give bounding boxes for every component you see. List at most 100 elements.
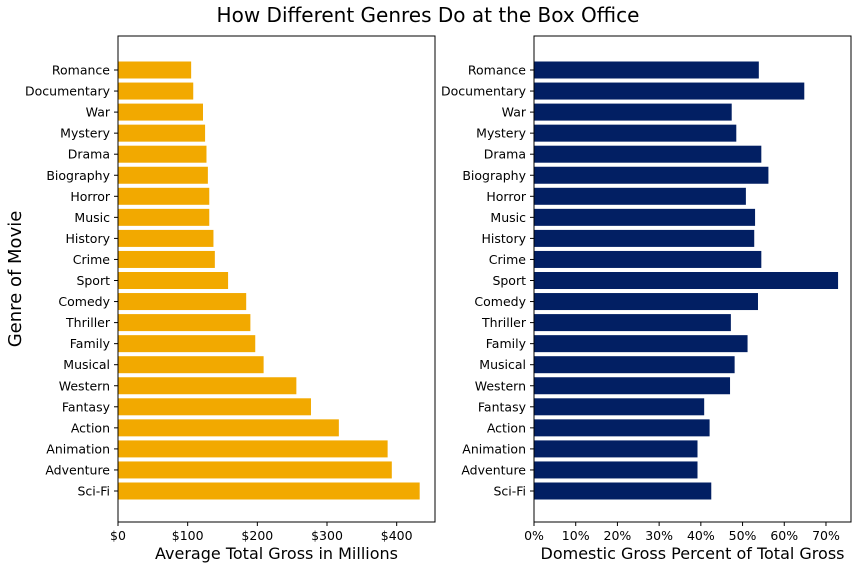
ytick-label: Biography bbox=[46, 168, 110, 183]
ytick-label: Drama bbox=[68, 147, 110, 162]
axes-frame bbox=[533, 35, 852, 523]
xtick-label: 0% bbox=[524, 528, 544, 543]
bar-sci-fi bbox=[118, 482, 420, 500]
ytick-label: Thriller bbox=[481, 315, 527, 330]
ytick-label: Family bbox=[70, 336, 111, 351]
ytick-label: History bbox=[66, 231, 111, 246]
bar-romance bbox=[534, 61, 759, 79]
xtick-label: 10% bbox=[562, 528, 590, 543]
bar-documentary bbox=[534, 82, 805, 100]
xtick-label: 60% bbox=[770, 528, 798, 543]
ytick-label: Horror bbox=[70, 189, 110, 204]
bar-music bbox=[118, 208, 210, 226]
ytick-label: Horror bbox=[486, 189, 526, 204]
xaxis-label: Domestic Gross Percent of Total Gross bbox=[541, 544, 845, 563]
bar-action bbox=[118, 419, 339, 437]
xtick-label: $200 bbox=[241, 528, 273, 543]
bar-mystery bbox=[534, 124, 737, 142]
ytick-label: Fantasy bbox=[62, 399, 111, 414]
right-chart-panel: Sci-Fi Adventure Animation Action Fantasy Wes… bbox=[441, 35, 852, 563]
ytick-label: Fantasy bbox=[478, 399, 527, 414]
ytick-label: Crime bbox=[489, 252, 527, 267]
ytick-label: Biography bbox=[462, 168, 526, 183]
xtick-label: $100 bbox=[172, 528, 204, 543]
bar-biography bbox=[118, 166, 208, 184]
bar-family bbox=[118, 335, 256, 353]
ytick-label: History bbox=[482, 231, 527, 246]
bar-biography bbox=[534, 166, 769, 184]
ytick-label: Music bbox=[74, 210, 110, 225]
ytick-label: Drama bbox=[484, 147, 526, 162]
ytick-label: Music bbox=[490, 210, 526, 225]
ytick-label: Romance bbox=[52, 63, 110, 78]
ytick-label: Musical bbox=[63, 357, 110, 372]
ytick-label: Western bbox=[475, 378, 526, 393]
bar-western bbox=[118, 377, 297, 395]
ytick-label: Mystery bbox=[476, 126, 526, 141]
ytick-label: Thriller bbox=[65, 315, 111, 330]
ytick-label: Romance bbox=[468, 63, 526, 78]
bar-war bbox=[118, 103, 203, 121]
xtick-label: $0 bbox=[110, 528, 126, 543]
left-chart-panel: Sci-Fi Adventure Animation Action Fantasy Wes… bbox=[25, 35, 436, 563]
bar-drama bbox=[118, 145, 207, 163]
xtick-label: 50% bbox=[729, 528, 757, 543]
ytick-label: Sci-Fi bbox=[493, 484, 526, 499]
bar-history bbox=[118, 229, 214, 247]
bar-music bbox=[534, 208, 756, 226]
bar-thriller bbox=[534, 314, 731, 332]
bar-documentary bbox=[118, 82, 194, 100]
bar-comedy bbox=[534, 293, 758, 311]
bar-horror bbox=[118, 187, 210, 205]
bar-comedy bbox=[118, 293, 247, 311]
bar-crime bbox=[118, 250, 215, 268]
xtick-label: $300 bbox=[311, 528, 343, 543]
ytick-label: Comedy bbox=[474, 294, 526, 309]
bar-mystery bbox=[118, 124, 206, 142]
ytick-label: Action bbox=[487, 420, 526, 435]
ytick-label: Action bbox=[71, 420, 110, 435]
ytick-label: Sci-Fi bbox=[77, 484, 110, 499]
xtick-label: 20% bbox=[604, 528, 632, 543]
axes-frame bbox=[117, 35, 436, 523]
ytick-label: Comedy bbox=[58, 294, 110, 309]
ytick-label: Musical bbox=[479, 357, 526, 372]
ytick-label: Animation bbox=[462, 441, 526, 456]
ytick-label: Animation bbox=[46, 441, 110, 456]
xtick-label: $400 bbox=[381, 528, 413, 543]
bar-action bbox=[534, 419, 710, 437]
ytick-label: Adventure bbox=[45, 462, 110, 477]
bar-horror bbox=[534, 187, 746, 205]
bar-romance bbox=[118, 61, 192, 79]
bar-fantasy bbox=[118, 398, 311, 416]
ytick-label: Family bbox=[486, 336, 527, 351]
ytick-label: War bbox=[502, 105, 527, 120]
xtick-label: 40% bbox=[687, 528, 715, 543]
ytick-label: Crime bbox=[73, 252, 111, 267]
ytick-label: War bbox=[86, 105, 111, 120]
bar-thriller bbox=[118, 314, 251, 332]
ytick-label: Mystery bbox=[60, 126, 110, 141]
ytick-label: Adventure bbox=[461, 462, 526, 477]
figure-title: How Different Genres Do at the Box Offic… bbox=[217, 3, 640, 27]
ytick-label: Documentary bbox=[441, 84, 527, 99]
ytick-label: Sport bbox=[76, 273, 110, 288]
bar-sci-fi bbox=[534, 482, 712, 500]
ytick-label: Sport bbox=[492, 273, 526, 288]
ytick-label: Documentary bbox=[25, 84, 111, 99]
bar-family bbox=[534, 335, 748, 353]
bar-musical bbox=[534, 356, 735, 374]
figure-ylabel: Genre of Movie bbox=[5, 211, 26, 348]
bar-musical bbox=[118, 356, 264, 374]
bar-crime bbox=[534, 250, 762, 268]
bar-fantasy bbox=[534, 398, 705, 416]
bar-western bbox=[534, 377, 731, 395]
bar-sport bbox=[534, 272, 839, 289]
bar-animation bbox=[534, 440, 698, 458]
bar-adventure bbox=[118, 461, 392, 479]
bar-animation bbox=[118, 440, 388, 458]
xtick-label: 30% bbox=[645, 528, 673, 543]
bar-war bbox=[534, 103, 732, 121]
bar-history bbox=[534, 229, 755, 247]
